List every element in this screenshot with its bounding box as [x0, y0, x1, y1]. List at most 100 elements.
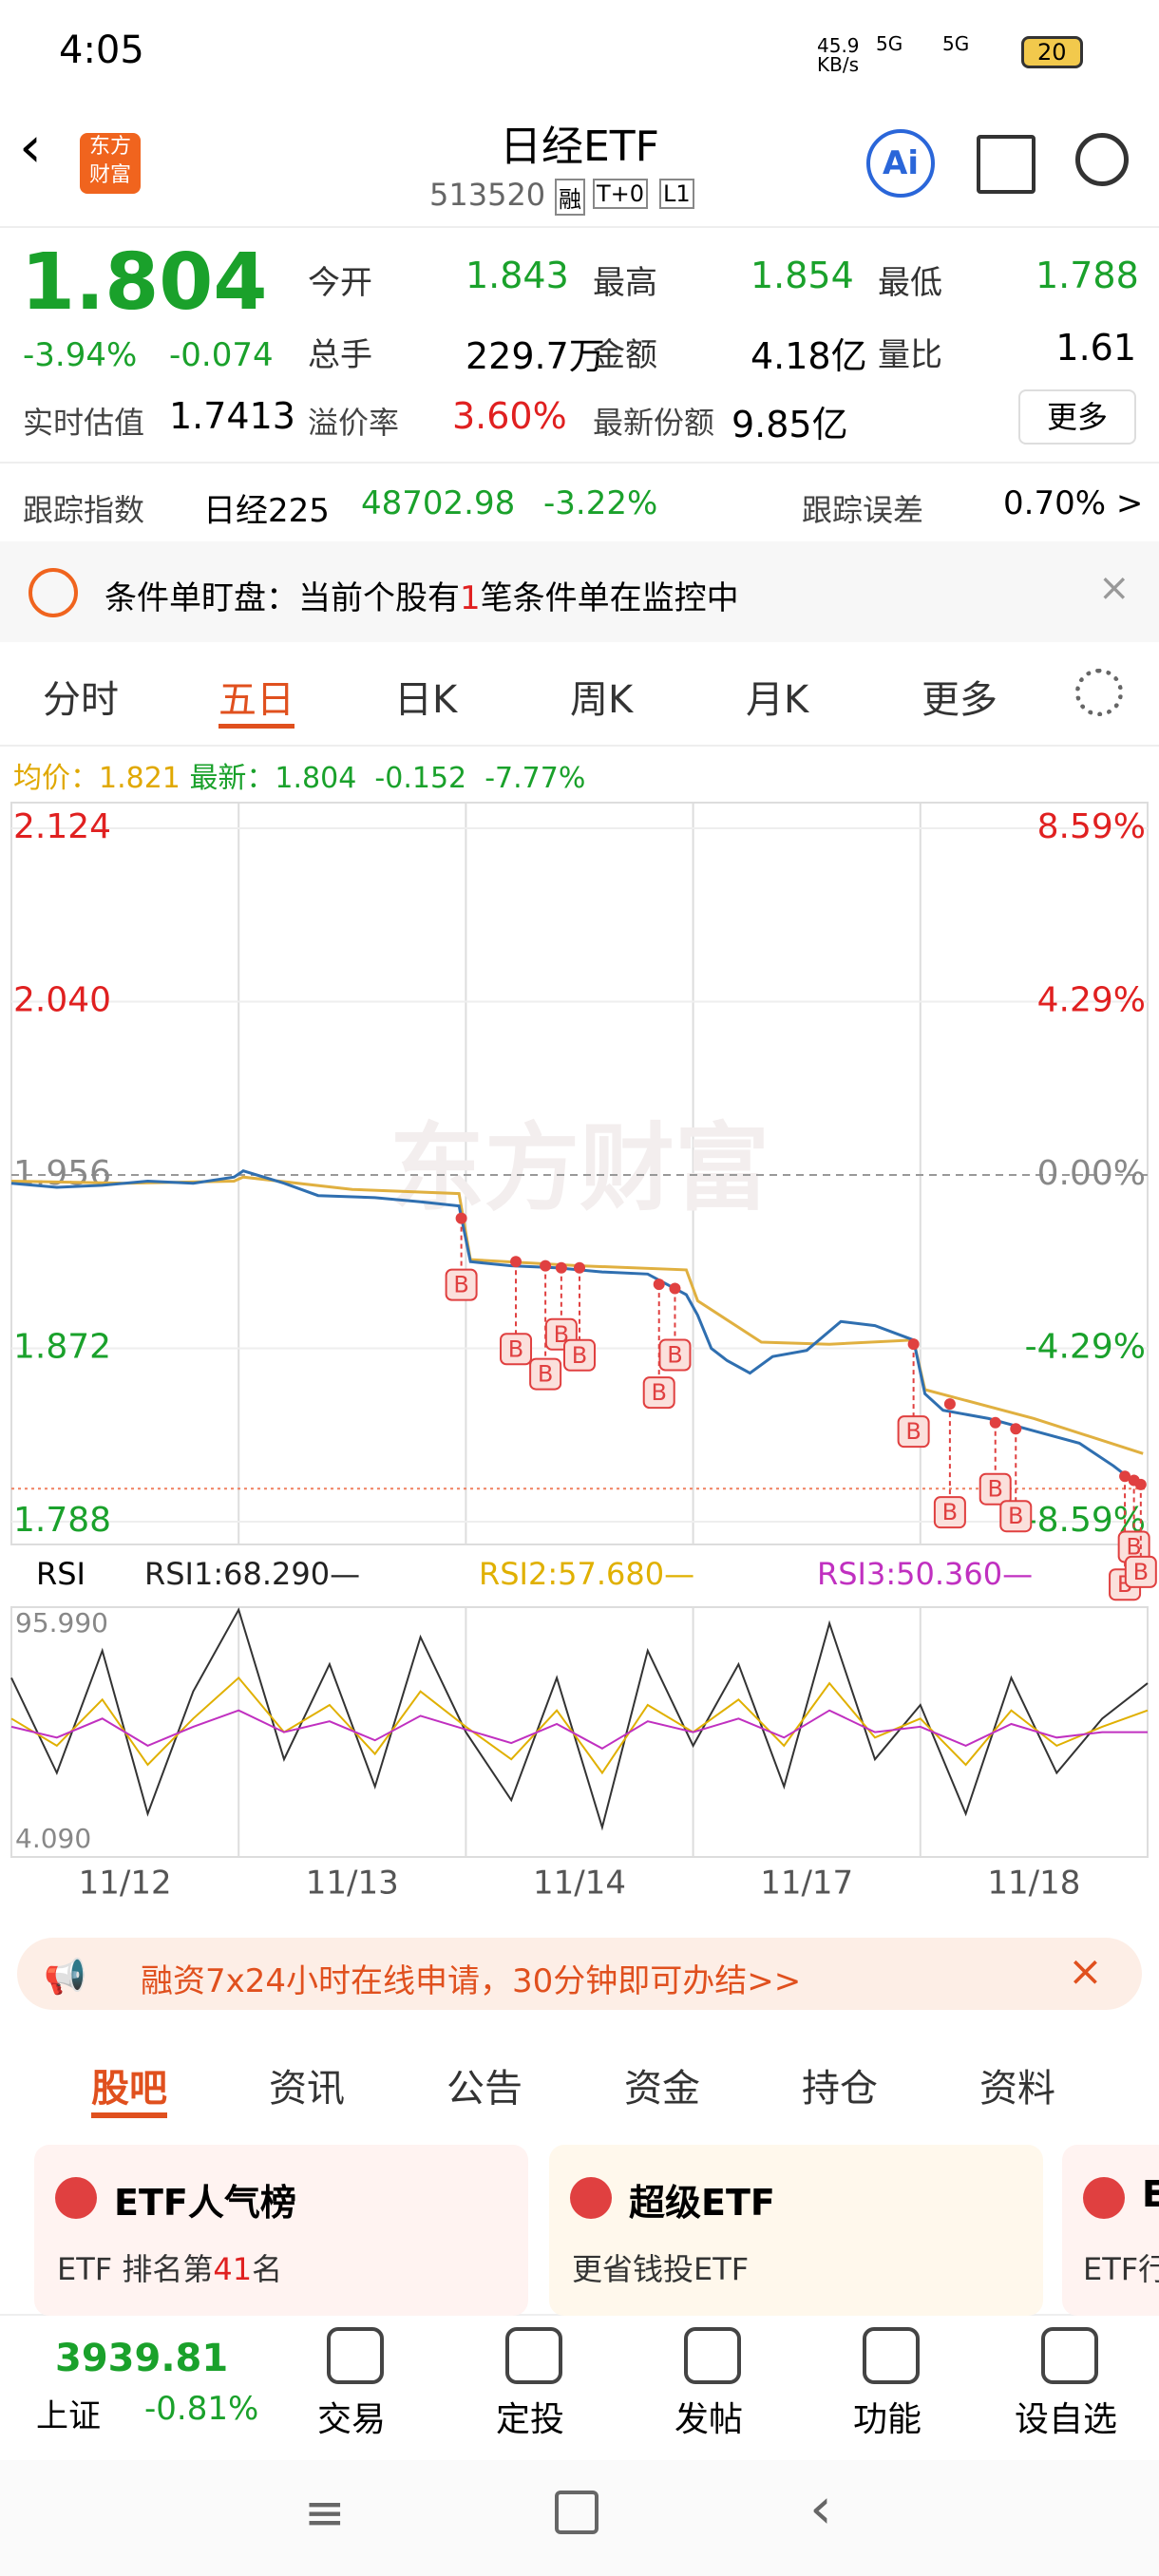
marker-box	[1124, 1555, 1157, 1588]
bottom-icon[interactable]	[327, 2327, 384, 2384]
tab[interactable]: 分时	[43, 678, 119, 722]
news-tab[interactable]: 公告	[446, 2067, 522, 2111]
value: 1.788	[1036, 255, 1139, 296]
marker-label: B	[538, 1361, 553, 1388]
bottom-item[interactable]: 定投	[495, 2400, 564, 2439]
marker-box	[445, 1268, 478, 1301]
more-button[interactable]: 更多	[1018, 389, 1136, 445]
title: 日经ETF	[500, 123, 659, 171]
news-tab[interactable]: 持仓	[802, 2067, 878, 2111]
trade-point	[1119, 1470, 1131, 1483]
card[interactable]	[549, 2145, 1043, 2316]
search[interactable]	[1075, 133, 1129, 186]
news-tab[interactable]: 资料	[979, 2067, 1055, 2111]
settings[interactable]	[1075, 669, 1123, 716]
value: 0.70% >	[1003, 484, 1144, 522]
news-tab[interactable]: 资金	[624, 2067, 700, 2111]
news-tab[interactable]: 资讯	[269, 2067, 345, 2111]
marker-label: B	[942, 1499, 958, 1525]
bottom-item[interactable]: 发帖	[674, 2400, 743, 2439]
change-pct: -3.94%	[23, 336, 138, 374]
change: -0.152	[374, 762, 467, 795]
text: 名	[252, 2251, 283, 2287]
bottom-icon[interactable]	[863, 2327, 920, 2384]
value: 3.60%	[452, 395, 567, 437]
value: -3.22%	[543, 484, 658, 522]
nav-back[interactable]: ‹	[809, 2475, 832, 2542]
rsi2: RSI2:57.680—	[479, 1556, 694, 1592]
nav-bar	[0, 2460, 1159, 2576]
card-line: ETF行	[1083, 2251, 1159, 2287]
alert-bar[interactable]	[0, 541, 1159, 642]
tab[interactable]: 五日	[218, 669, 294, 729]
trade-point	[907, 1338, 920, 1351]
close[interactable]: ×	[1098, 566, 1130, 610]
ad-banner[interactable]	[17, 1938, 1142, 2010]
trade-point	[574, 1261, 585, 1274]
card-icon	[570, 2177, 612, 2219]
rsi-line	[10, 1709, 1148, 1750]
chart-info: 均价：1.821 最新：1.804 -0.152 -7.77%	[13, 754, 585, 796]
trade-point	[1134, 1478, 1147, 1490]
text: ETF 排名第	[57, 2251, 214, 2287]
nav-home[interactable]	[555, 2491, 598, 2534]
y-tick-label: 2.040	[13, 981, 111, 1020]
net: 5G	[876, 32, 903, 55]
value: 9.85亿	[732, 404, 848, 445]
bottom-item[interactable]: 交易	[316, 2400, 386, 2439]
value: 1.61	[1055, 327, 1136, 369]
rsi3: RSI3:50.360—	[817, 1556, 1033, 1592]
badge: T+0	[593, 179, 649, 209]
divider	[0, 226, 1159, 228]
tab[interactable]: 周K	[570, 678, 634, 722]
ai-button[interactable]: Ai	[866, 129, 935, 198]
logo[interactable]: 东方财富	[80, 133, 141, 194]
bottom-icon[interactable]	[684, 2327, 741, 2384]
tab[interactable]: 更多	[922, 678, 998, 722]
card-title: ETF人气榜	[114, 2182, 296, 2224]
divider	[0, 462, 1159, 464]
news-tab[interactable]: 股吧	[91, 2057, 167, 2118]
marker-label: B	[572, 1342, 587, 1369]
card-title: E	[1142, 2173, 1159, 2215]
card[interactable]	[34, 2145, 528, 2316]
trade-point	[540, 1260, 552, 1272]
tab[interactable]: 日K	[394, 678, 458, 722]
close[interactable]: ×	[1068, 1947, 1103, 1996]
marker-label: B	[453, 1272, 468, 1298]
label: 金额	[593, 336, 657, 374]
net-speed: 45.9 KB/s	[817, 34, 860, 76]
date-label: 11/17	[760, 1865, 853, 1903]
y-tick-label: -4.29%	[1025, 1328, 1146, 1367]
back[interactable]: ‹	[19, 114, 42, 180]
card-line: 更省钱投ETF	[572, 2251, 750, 2287]
label: 最新份额	[593, 405, 715, 441]
index-name: 上证	[36, 2397, 101, 2435]
nav-menu[interactable]: ≡	[304, 2485, 346, 2542]
index: 日经225	[203, 492, 330, 530]
share[interactable]	[977, 135, 1036, 194]
pct: -7.77%	[484, 762, 586, 795]
battery: 20	[1021, 36, 1083, 68]
trade-point	[653, 1279, 665, 1291]
marker-box	[500, 1333, 533, 1366]
card[interactable]	[1062, 2145, 1159, 2316]
rank: 41	[213, 2251, 253, 2287]
card-icon	[55, 2177, 97, 2219]
divider	[0, 745, 1159, 747]
marker-label: B	[1008, 1503, 1023, 1529]
tab[interactable]: 月K	[746, 678, 809, 722]
bottom-item[interactable]: 设自选	[1014, 2400, 1117, 2439]
bottom-icon[interactable]	[505, 2327, 562, 2384]
marker-label: B	[1133, 1559, 1149, 1585]
marker-label: B	[508, 1335, 523, 1362]
bottom-icon[interactable]	[1041, 2327, 1098, 2384]
marker-label: B	[651, 1379, 666, 1406]
rsi-label: RSI	[36, 1556, 86, 1592]
bottom-item[interactable]: 功能	[852, 2400, 922, 2439]
text: 笔条件单在监控中	[480, 579, 739, 617]
marker-box	[978, 1472, 1012, 1506]
y-tick-label: 1.788	[13, 1501, 111, 1540]
trade-point	[510, 1256, 522, 1268]
